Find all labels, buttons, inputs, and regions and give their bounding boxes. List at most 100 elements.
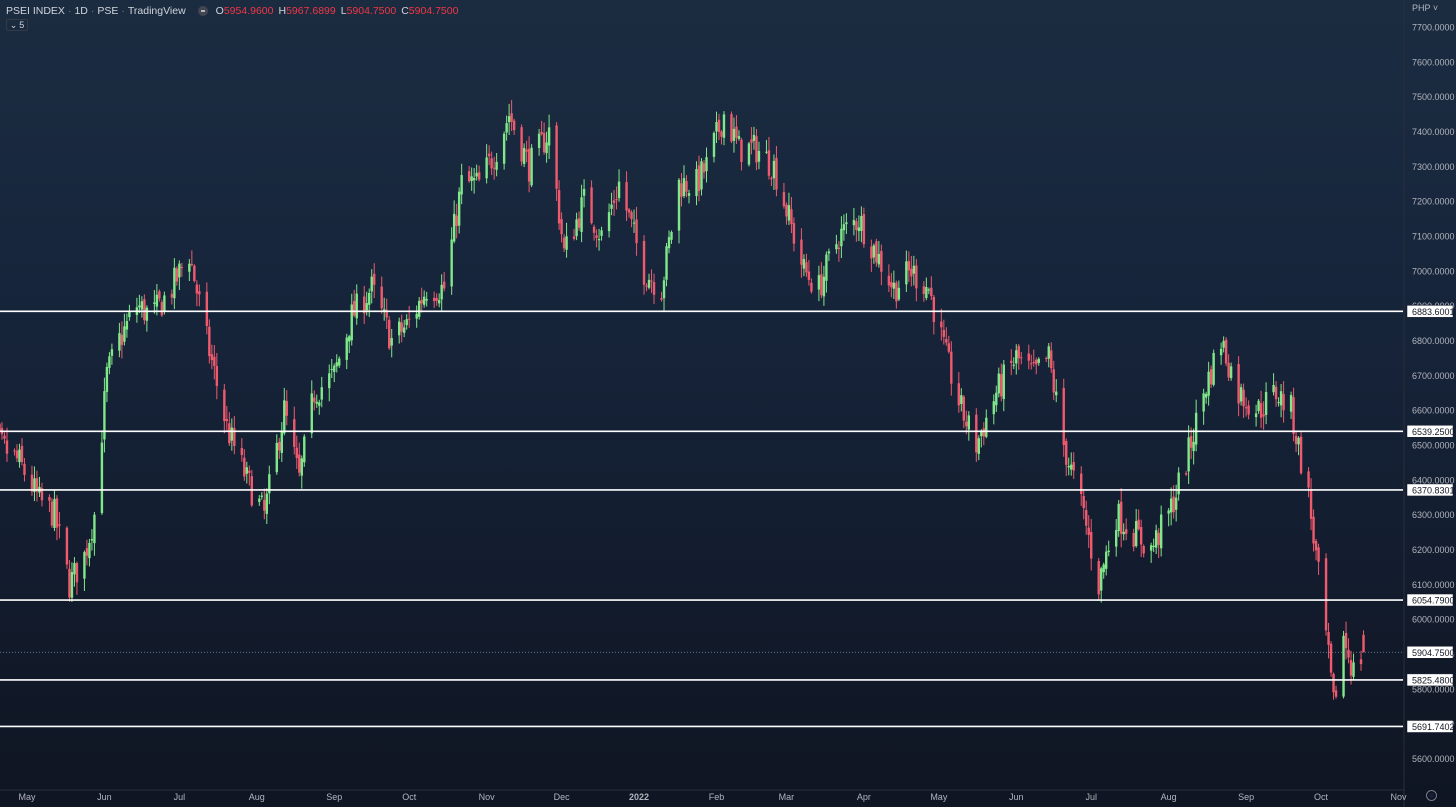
candle [1257, 399, 1260, 414]
candle-body [872, 245, 876, 258]
candle-body [735, 126, 738, 138]
candle [1242, 383, 1245, 418]
candle-body [333, 365, 336, 372]
candle-body [1254, 413, 1258, 418]
candle [455, 203, 458, 239]
candle [440, 274, 443, 311]
candle [1347, 638, 1350, 664]
candle-body [660, 298, 663, 300]
candle-body [90, 539, 94, 541]
close-label: C [401, 5, 409, 17]
candle-body [512, 120, 516, 131]
hide-icon[interactable] [197, 6, 208, 16]
candle-body [240, 448, 244, 456]
y-tick-label: 5600.0000 [1412, 754, 1455, 764]
candle [965, 410, 968, 435]
candle [837, 241, 841, 262]
candle-body [905, 261, 908, 285]
candle-body [802, 258, 806, 269]
x-tick-label: Aug [249, 792, 265, 802]
candle-body [627, 209, 631, 213]
candle [650, 269, 653, 293]
candle-body [452, 213, 456, 242]
candle-body [765, 151, 768, 153]
candle [278, 437, 281, 459]
close-value: 5904.7500 [408, 5, 459, 17]
candle-body [48, 496, 51, 501]
candle-body [1222, 341, 1225, 348]
candle-body [1000, 374, 1003, 397]
candle [485, 144, 488, 184]
candle [190, 250, 194, 267]
x-tick-label: Apr [857, 792, 871, 802]
candle-body [1085, 510, 1088, 526]
candle [143, 294, 146, 325]
candle-body [193, 265, 196, 281]
candle [383, 297, 386, 321]
candle-body [880, 250, 883, 272]
candle-body [665, 246, 668, 280]
gear-icon[interactable] [1426, 790, 1437, 801]
candle-body [1172, 496, 1175, 513]
candle-body [213, 356, 216, 366]
candle-body [1324, 558, 1328, 631]
candle [1015, 344, 1018, 375]
candle-body [1102, 564, 1105, 573]
candle [560, 212, 563, 243]
candle [947, 335, 951, 354]
candle [477, 165, 481, 182]
level-price-label: 6370.8301 [1412, 485, 1455, 495]
candle-body [20, 445, 24, 463]
candle-body [612, 200, 616, 204]
candle-body [1122, 531, 1125, 535]
candle-body [475, 172, 478, 177]
candle [1207, 361, 1210, 406]
candle-body [1312, 516, 1315, 544]
candle [170, 289, 174, 305]
candle [645, 283, 648, 292]
candle-body [422, 296, 426, 305]
candle-body [420, 299, 423, 304]
currency-selector[interactable]: PHP ˅ [1412, 3, 1438, 13]
chevron-down-icon: ˅ [1430, 3, 1439, 13]
level-price-label-box [1406, 593, 1454, 607]
candle [770, 176, 773, 187]
candle [338, 356, 341, 368]
candle [857, 215, 861, 242]
candle [108, 352, 111, 375]
candle [775, 145, 778, 197]
candle [922, 281, 926, 302]
candle [682, 165, 686, 199]
candle [73, 557, 76, 587]
indicators-collapse-button[interactable]: ⌄ 5 [6, 19, 28, 31]
candle [717, 113, 721, 141]
candle [995, 385, 998, 413]
candle [930, 276, 933, 301]
candle-body [1132, 532, 1135, 547]
symbol-name[interactable]: PSEI INDEX [6, 5, 65, 17]
candle-body [840, 228, 843, 247]
candle [385, 298, 388, 330]
candle [835, 234, 838, 254]
level-price-label-box [1406, 305, 1454, 318]
candle [1055, 379, 1058, 403]
candle [315, 394, 318, 408]
candle-body [425, 299, 428, 301]
candle [380, 276, 383, 314]
candle [1324, 553, 1328, 636]
candle-body [1184, 473, 1188, 475]
candle-body [800, 239, 803, 265]
candle-body [380, 286, 383, 309]
candle [860, 206, 863, 243]
candle [40, 482, 44, 507]
y-tick-label: 7500.0000 [1412, 92, 1455, 102]
candle [240, 438, 244, 462]
candle [980, 429, 983, 448]
candle-body [767, 150, 771, 176]
candle [437, 293, 441, 308]
candle-body [1342, 635, 1345, 697]
interval[interactable]: 1D [74, 5, 88, 17]
candle-body [985, 417, 988, 437]
